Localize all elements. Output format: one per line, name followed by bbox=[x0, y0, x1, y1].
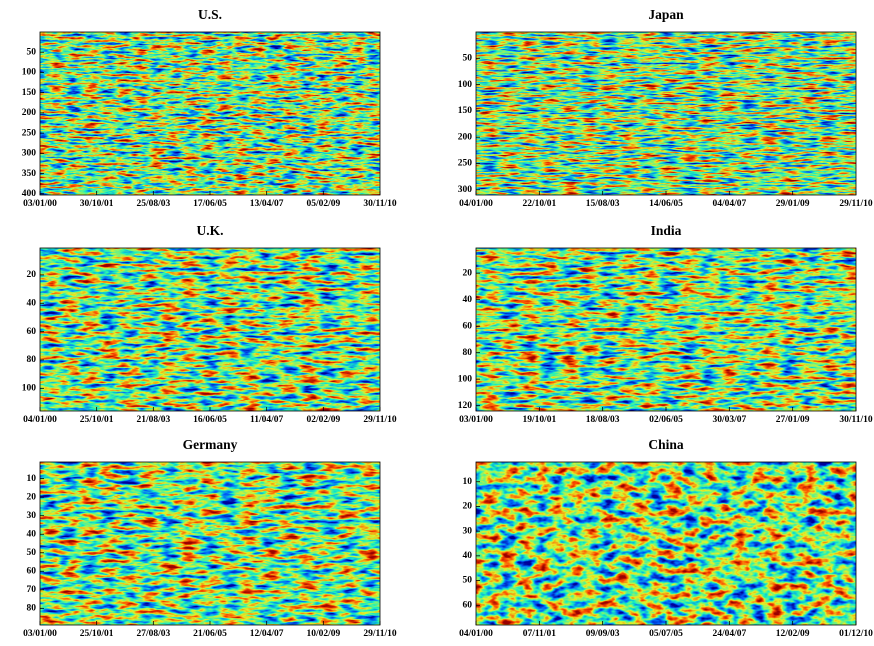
y-tick-label: 50 bbox=[463, 53, 473, 63]
y-tick-label: 300 bbox=[458, 185, 473, 195]
y-tick-label: 40 bbox=[27, 529, 37, 539]
y-tick-label: 20 bbox=[463, 268, 473, 278]
y-tick-label: 200 bbox=[22, 108, 37, 118]
y-tick-label: 400 bbox=[22, 189, 37, 199]
y-tick-label: 150 bbox=[458, 106, 473, 116]
heatmap bbox=[40, 32, 380, 195]
x-tick-label: 22/10/01 bbox=[522, 199, 556, 209]
x-tick-label: 21/08/03 bbox=[136, 415, 170, 425]
x-tick-label: 07/11/01 bbox=[523, 629, 557, 639]
x-tick-label: 05/07/05 bbox=[649, 629, 683, 639]
x-tick-label: 03/01/00 bbox=[23, 629, 57, 639]
x-tick-label: 02/02/09 bbox=[306, 415, 340, 425]
chart-title: Germany bbox=[183, 437, 238, 452]
x-tick-label: 09/09/03 bbox=[586, 629, 620, 639]
chart-title: U.S. bbox=[198, 7, 222, 22]
y-tick-label: 30 bbox=[27, 511, 37, 521]
heatmap bbox=[476, 248, 856, 411]
x-tick-label: 12/04/07 bbox=[250, 629, 284, 639]
y-tick-label: 80 bbox=[27, 604, 37, 614]
y-tick-label: 60 bbox=[27, 327, 37, 337]
x-tick-label: 10/02/09 bbox=[306, 629, 340, 639]
heatmap bbox=[476, 32, 856, 195]
chart-title: Japan bbox=[648, 7, 684, 22]
x-tick-label: 05/02/09 bbox=[306, 199, 340, 209]
x-tick-label: 19/10/01 bbox=[522, 415, 556, 425]
y-tick-label: 50 bbox=[27, 548, 37, 558]
x-tick-label: 17/06/05 bbox=[193, 199, 227, 209]
x-tick-label: 27/01/09 bbox=[776, 415, 810, 425]
y-tick-label: 20 bbox=[27, 492, 37, 502]
x-tick-label: 04/04/07 bbox=[712, 199, 746, 209]
y-tick-label: 250 bbox=[22, 128, 37, 138]
y-tick-label: 70 bbox=[27, 585, 37, 595]
y-tick-label: 40 bbox=[27, 298, 37, 308]
y-tick-label: 200 bbox=[458, 132, 473, 142]
y-tick-label: 60 bbox=[27, 566, 37, 576]
y-tick-label: 120 bbox=[458, 401, 473, 411]
x-tick-label: 04/01/00 bbox=[23, 415, 57, 425]
y-tick-label: 100 bbox=[458, 80, 473, 90]
y-tick-label: 40 bbox=[463, 551, 473, 561]
y-tick-label: 250 bbox=[458, 159, 473, 169]
x-tick-label: 16/06/05 bbox=[193, 415, 227, 425]
x-tick-label: 04/01/00 bbox=[459, 199, 493, 209]
x-tick-label: 13/04/07 bbox=[250, 199, 284, 209]
y-tick-label: 40 bbox=[463, 295, 473, 305]
x-tick-label: 30/03/07 bbox=[712, 415, 746, 425]
y-tick-label: 100 bbox=[22, 68, 37, 78]
x-tick-label: 18/08/03 bbox=[586, 415, 620, 425]
x-tick-label: 30/11/10 bbox=[839, 415, 873, 425]
y-tick-label: 100 bbox=[22, 384, 37, 394]
y-tick-label: 10 bbox=[463, 477, 473, 487]
x-tick-label: 25/08/03 bbox=[136, 199, 170, 209]
y-tick-label: 150 bbox=[22, 88, 37, 98]
heatmap bbox=[476, 462, 856, 625]
x-tick-label: 15/08/03 bbox=[586, 199, 620, 209]
y-tick-label: 80 bbox=[27, 355, 37, 365]
x-tick-label: 27/08/03 bbox=[136, 629, 170, 639]
y-tick-label: 50 bbox=[27, 47, 37, 57]
x-tick-label: 29/11/10 bbox=[363, 415, 397, 425]
y-tick-label: 300 bbox=[22, 149, 37, 159]
chart-title: China bbox=[648, 437, 684, 452]
y-tick-label: 350 bbox=[22, 169, 37, 179]
y-tick-label: 100 bbox=[458, 374, 473, 384]
chart-title: U.K. bbox=[197, 223, 224, 238]
x-tick-label: 12/02/09 bbox=[776, 629, 810, 639]
x-tick-label: 25/10/01 bbox=[80, 629, 114, 639]
x-tick-label: 04/01/00 bbox=[459, 629, 493, 639]
x-tick-label: 29/01/09 bbox=[776, 199, 810, 209]
x-tick-label: 03/01/00 bbox=[459, 415, 493, 425]
y-tick-label: 60 bbox=[463, 321, 473, 331]
heatmap bbox=[40, 462, 380, 625]
y-tick-label: 20 bbox=[463, 502, 473, 512]
x-tick-label: 01/12/10 bbox=[839, 629, 873, 639]
y-tick-label: 60 bbox=[463, 600, 473, 610]
x-tick-label: 30/11/10 bbox=[363, 199, 397, 209]
x-tick-label: 21/06/05 bbox=[193, 629, 227, 639]
y-tick-label: 30 bbox=[463, 526, 473, 536]
y-tick-label: 80 bbox=[463, 348, 473, 358]
x-tick-label: 14/06/05 bbox=[649, 199, 683, 209]
x-tick-label: 30/10/01 bbox=[80, 199, 114, 209]
x-tick-label: 24/04/07 bbox=[712, 629, 746, 639]
x-tick-label: 29/11/10 bbox=[839, 199, 873, 209]
heatmap bbox=[40, 248, 380, 411]
x-tick-label: 29/11/10 bbox=[363, 629, 397, 639]
x-tick-label: 11/04/07 bbox=[250, 415, 284, 425]
x-tick-label: 25/10/01 bbox=[80, 415, 114, 425]
y-tick-label: 50 bbox=[463, 576, 473, 586]
y-tick-label: 20 bbox=[27, 270, 37, 280]
chart-title: India bbox=[651, 223, 682, 238]
y-tick-label: 10 bbox=[27, 474, 37, 484]
x-tick-label: 03/01/00 bbox=[23, 199, 57, 209]
x-tick-label: 02/06/05 bbox=[649, 415, 683, 425]
